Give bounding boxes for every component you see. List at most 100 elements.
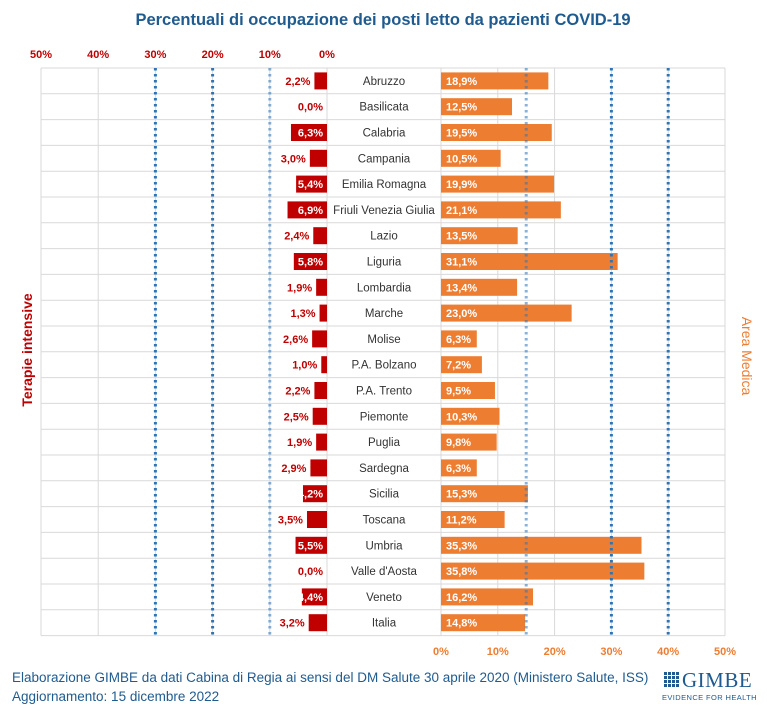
right-bar-label: 7,2%: [446, 360, 471, 372]
left-bar-label: 5,8%: [298, 257, 323, 269]
left-bar-label: 2,9%: [281, 463, 306, 475]
category-label: Liguria: [367, 257, 402, 269]
left-tick-label: 30%: [144, 49, 166, 61]
left-bar-label: 6,3%: [298, 128, 323, 140]
left-bar-label: 5,4%: [298, 179, 323, 191]
left-bar-label: 0,0%: [298, 566, 323, 578]
right-bar: [441, 536, 642, 554]
category-label: Calabria: [363, 128, 406, 140]
right-bar-label: 10,5%: [446, 153, 477, 165]
footer-source: Elaborazione GIMBE da dati Cabina di Reg…: [12, 670, 649, 685]
right-bar: [441, 459, 477, 477]
left-bar: [314, 72, 327, 90]
right-bar: [441, 485, 528, 503]
right-bar-label: 6,3%: [446, 334, 471, 346]
left-bar-label: 2,2%: [285, 76, 310, 88]
right-bar: [441, 562, 645, 580]
left-bar: [313, 227, 327, 245]
left-bar-label: 4,2%: [298, 489, 323, 501]
left-bar-label: 4,4%: [298, 592, 323, 604]
category-label: Emilia Romagna: [342, 179, 427, 191]
left-bar: [301, 588, 327, 606]
left-bar-label: 6,9%: [298, 205, 323, 217]
left-tick-label: 50%: [30, 49, 52, 61]
right-bar-label: 15,3%: [446, 489, 477, 501]
right-bar: [441, 278, 518, 296]
left-bar-label: 3,0%: [281, 153, 306, 165]
left-bar-label: 3,5%: [278, 515, 303, 527]
left-bar: [290, 124, 327, 141]
right-bar: [441, 72, 549, 90]
left-bar: [296, 175, 327, 193]
right-bar: [441, 304, 572, 322]
left-bar: [293, 253, 327, 270]
left-tick-label: 0%: [319, 49, 335, 61]
right-axis-title: Area Medica: [739, 317, 755, 396]
right-bar: [441, 149, 501, 167]
right-bar-label: 9,8%: [446, 437, 471, 449]
left-tick-label: 40%: [87, 49, 109, 61]
category-label: Lombardia: [357, 282, 412, 294]
right-bar-label: 19,5%: [446, 128, 477, 140]
right-bar: [441, 330, 477, 348]
left-bar-label: 1,0%: [292, 360, 317, 372]
left-bar: [312, 407, 327, 425]
left-bar: [316, 433, 327, 451]
left-bar: [312, 330, 327, 348]
left-bar-label: 2,2%: [285, 386, 310, 398]
footer-update: Aggiornamento: 15 dicembre 2022: [12, 689, 220, 704]
left-bar-label: 5,5%: [298, 540, 323, 552]
category-label: P.A. Bolzano: [351, 360, 416, 372]
right-bar-label: 19,9%: [446, 179, 477, 191]
right-bar-label: 9,5%: [446, 386, 471, 398]
right-tick-label: 20%: [544, 646, 566, 658]
category-label: Valle d'Aosta: [351, 566, 418, 578]
right-bar: [441, 511, 505, 528]
right-bar: [441, 253, 618, 270]
right-bar-label: 13,5%: [446, 231, 477, 243]
right-tick-label: 50%: [714, 646, 736, 658]
category-label: Campania: [358, 153, 411, 165]
right-bar: [441, 433, 497, 451]
category-label: Lazio: [370, 231, 398, 243]
category-label: Molise: [367, 334, 400, 346]
left-bar: [316, 278, 327, 296]
right-bar: [441, 382, 495, 399]
right-bar: [441, 124, 552, 141]
category-label: Abruzzo: [363, 76, 405, 88]
right-tick-label: 40%: [657, 646, 679, 658]
left-bar-label: 3,2%: [280, 618, 305, 630]
right-bar-label: 11,2%: [446, 515, 477, 527]
left-bar: [309, 149, 327, 167]
left-bar: [287, 201, 327, 219]
category-label: P.A. Trento: [356, 386, 412, 398]
right-tick-label: 0%: [433, 646, 449, 658]
gimbe-logo: GIMBE EVIDENCE FOR HEALTH: [662, 668, 762, 708]
left-bar-label: 1,9%: [287, 437, 312, 449]
category-label: Puglia: [368, 437, 401, 449]
category-label: Toscana: [363, 515, 406, 527]
category-label: Sicilia: [369, 489, 400, 501]
right-tick-label: 10%: [487, 646, 509, 658]
left-bar: [310, 459, 327, 477]
right-bar-label: 31,1%: [446, 257, 477, 269]
category-label: Friuli Venezia Giulia: [333, 205, 435, 217]
right-bar: [441, 588, 534, 606]
category-label: Umbria: [365, 540, 403, 552]
left-bar: [321, 356, 327, 374]
right-tick-label: 30%: [600, 646, 622, 658]
right-bar: [441, 407, 500, 425]
category-label: Veneto: [366, 592, 402, 604]
right-bar-label: 35,3%: [446, 540, 477, 552]
left-bar-label: 1,3%: [290, 308, 315, 320]
left-bar-label: 0,0%: [298, 102, 323, 114]
category-label: Italia: [372, 618, 397, 630]
gimbe-logo-tagline: EVIDENCE FOR HEALTH: [662, 693, 757, 702]
gimbe-logo-mark-icon: [664, 672, 679, 687]
left-bar: [314, 382, 327, 399]
right-bar-label: 10,3%: [446, 411, 477, 423]
left-bar: [306, 511, 327, 528]
category-label: Piemonte: [360, 411, 409, 423]
right-bar-label: 6,3%: [446, 463, 471, 475]
